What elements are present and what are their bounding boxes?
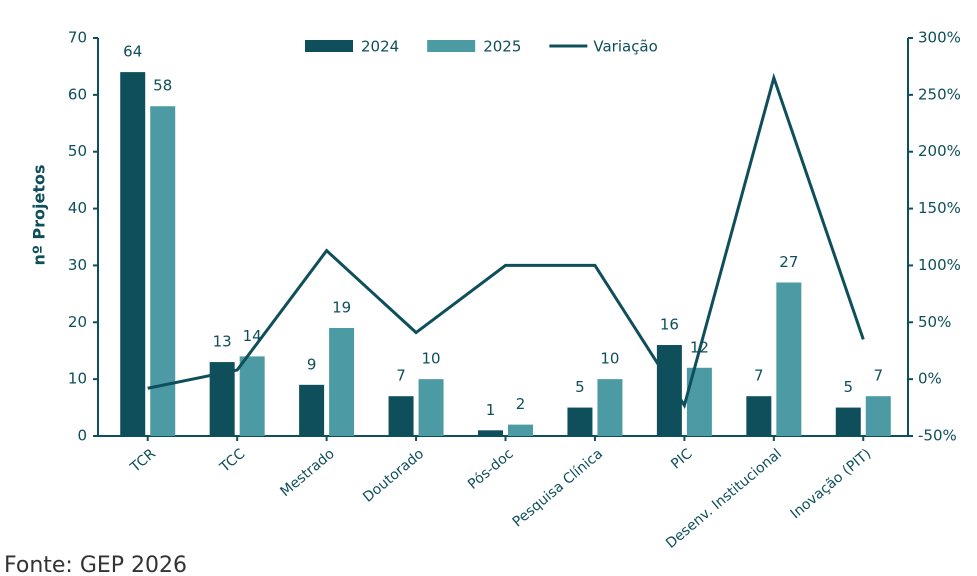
data-label: 9 — [307, 355, 317, 373]
y-tick-label: 20 — [68, 313, 87, 331]
y-tick-label: 50 — [68, 142, 87, 160]
bar — [329, 327, 355, 436]
data-label: 1 — [486, 401, 496, 419]
data-label: 19 — [332, 298, 351, 316]
data-label: 13 — [213, 333, 232, 351]
data-label: 5 — [575, 378, 585, 396]
x-tick-label: TCC — [216, 446, 248, 477]
bar — [835, 407, 861, 436]
y2-tick-label: -50% — [918, 427, 957, 445]
variation-line — [147, 72, 865, 409]
bar — [865, 396, 891, 436]
data-label: 27 — [779, 253, 798, 271]
bar — [120, 72, 146, 436]
x-tick-label: Mestrado — [277, 446, 337, 500]
x-tick-label: Pós-doc — [465, 446, 517, 493]
y-tick-label: 0 — [77, 427, 87, 445]
bar — [656, 345, 682, 436]
x-tick-label: Inovação (PIT) — [788, 446, 875, 522]
x-tick-label: Pesquisa Clínica — [510, 446, 606, 531]
data-label: 7 — [396, 367, 406, 385]
data-label: 64 — [123, 43, 142, 61]
bar — [597, 379, 623, 436]
source-note: Fonte: GEP 2026 — [4, 553, 187, 576]
y-axis-label: nº Projetos — [30, 164, 49, 265]
data-label: 10 — [600, 350, 619, 368]
bar — [567, 407, 593, 436]
legend-label: 2025 — [483, 38, 521, 56]
bar — [299, 384, 325, 436]
data-label: 5 — [844, 378, 854, 396]
legend-swatch — [427, 40, 476, 52]
y2-tick-label: 0% — [918, 370, 942, 388]
y-tick-label: 60 — [68, 85, 87, 103]
y-tick-label: 70 — [68, 29, 87, 47]
legend-swatch — [305, 40, 353, 52]
y2-tick-label: 200% — [918, 142, 961, 160]
bar — [239, 356, 265, 436]
y2-tick-label: 50% — [918, 313, 951, 331]
bar — [388, 396, 414, 436]
data-label: 2 — [516, 395, 526, 413]
bar — [418, 379, 444, 436]
data-label: 7 — [874, 367, 884, 385]
legend-label: Variação — [593, 38, 657, 56]
y2-tick-label: 250% — [918, 85, 961, 103]
y2-tick-label: 100% — [918, 256, 961, 274]
bar — [746, 396, 772, 436]
y-tick-label: 30 — [68, 256, 87, 274]
legend-label: 2024 — [361, 38, 399, 56]
y2-tick-label: 150% — [918, 199, 961, 217]
x-tick-label: Doutorado — [360, 446, 427, 506]
bar — [776, 282, 802, 436]
x-tick-label: TCR — [127, 446, 159, 477]
bar — [478, 430, 503, 436]
data-label: 58 — [153, 77, 172, 95]
y-tick-label: 10 — [68, 370, 87, 388]
y2-tick-label: 300% — [918, 29, 961, 47]
bar — [508, 424, 533, 436]
data-label: 10 — [422, 350, 441, 368]
data-label: 7 — [754, 367, 764, 385]
y-tick-label: 40 — [68, 199, 87, 217]
data-label: 16 — [660, 316, 679, 334]
bar — [150, 106, 176, 436]
data-label: 14 — [243, 327, 262, 345]
x-tick-label: PIC — [668, 446, 696, 473]
